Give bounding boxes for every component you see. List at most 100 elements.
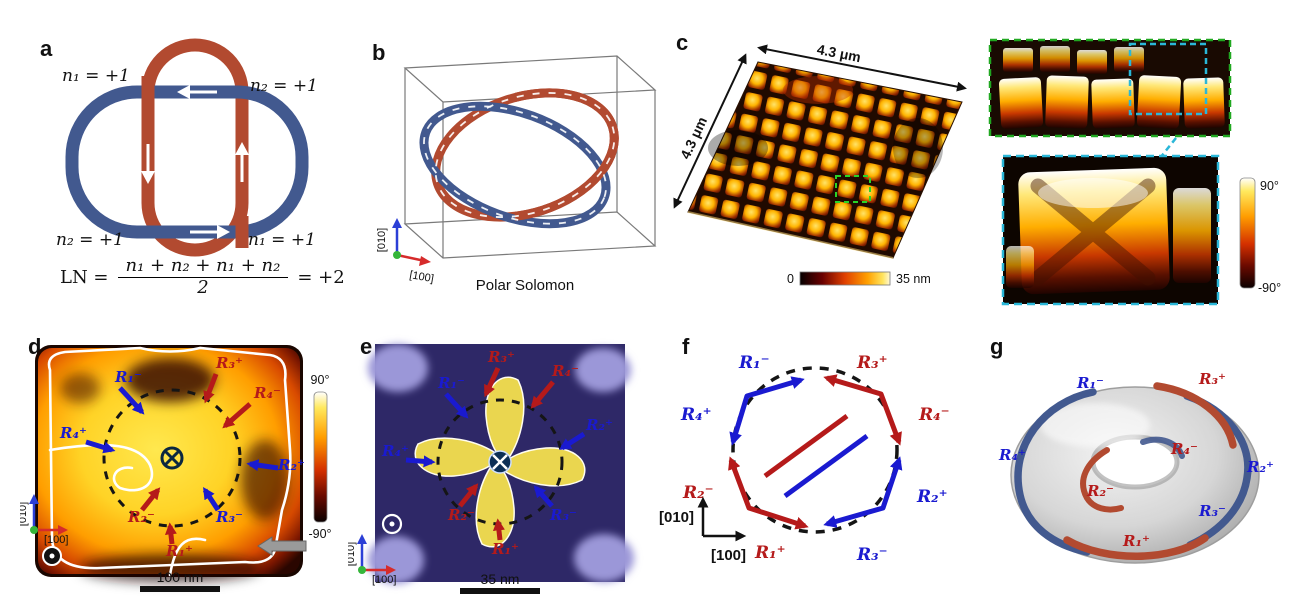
zoom-region-box-cyan [1128,42,1208,116]
axis-triad: [010] [100] [376,218,435,285]
formula-fraction: n₁ + n₂ + n₁ + n₂ 2 [117,255,289,298]
axis-label-010: [010] [20,502,29,526]
linking-number-formula: LN = n₁ + n₂ + n₁ + n₂ 2 = +2 [60,255,345,298]
vortex-label: R₄⁺ [59,424,87,442]
rotation-sense-arrows [728,374,903,530]
panel-g-torus-solomon-link: R₁⁻ R₃⁺ R₄⁻ R₄⁺ R₂⁺ R₂⁻ R₃⁻ R₁⁺ [998,370,1274,564]
panel-c-afm-topography: 4.3 μm 4.3 μm 0 35 nm [673,38,1281,306]
vortex-labels: R₁⁻ R₃⁺ R₄⁻ R₄⁺ R₂⁺ R₂⁻ R₃⁻ R₁⁺ [381,348,613,558]
vortex-label: R₁⁻ [437,374,465,392]
strand-label: R₂⁺ [1246,458,1274,476]
panel-e-phase-field-simulation: R₁⁻ R₃⁺ R₄⁻ R₄⁺ R₂⁺ R₂⁻ R₃⁻ R₁⁺ [010] [1… [348,344,634,594]
axis-triad: [010] [100] [348,534,396,586]
axis-label-010: [010] [376,228,388,252]
vortex-ring-dashed-circle [102,388,242,528]
formula-rhs: = +2 [297,266,345,288]
panel-label-a: a [40,36,53,61]
afm-tip-arrow [257,536,307,556]
axis-label-100: [100] [711,547,746,564]
rotation-arrows [405,366,586,541]
height-scale-max: 35 nm [896,272,931,286]
polarization-out-icon [42,546,62,566]
panel-f-vortex-schematic: R₁⁻ R₃⁺ R₄⁻ R₄⁺ R₂⁺ R₂⁻ R₃⁻ R₁⁺ [010] [1… [659,353,950,565]
single-nanoisland [1006,167,1211,295]
panel-d-pfm-phase-image: R₁⁻ R₃⁺ R₄⁻ R₄⁺ R₂⁺ R₂⁻ R₃⁻ R₁⁺ 90° -90° [20,345,332,592]
vortex-labels: R₁⁻ R₃⁺ R₄⁻ R₄⁺ R₂⁺ R₂⁻ R₃⁻ R₁⁺ [59,354,305,560]
vortex-label: R₁⁻ [114,368,142,386]
zoom-inset-cyan [1001,154,1220,306]
strand-label: R₄⁺ [998,446,1026,464]
width-dimension-label: 4.3 μm [816,41,863,65]
winding-number-bottom-left: n₂ = +1 [56,230,124,250]
panel-a-solomon-link-diagram [65,38,309,257]
height-dimension-label: 4.3 μm [677,114,710,161]
formula-numerator: n₁ + n₂ + n₁ + n₂ [117,255,289,278]
vortex-label: R₁⁻ [738,353,770,373]
rotation-arrows [85,373,279,545]
blue-ring [65,85,309,239]
vortex-label: R₁⁺ [165,542,193,560]
torus [1010,386,1260,564]
vortex-label: R₁⁺ [754,543,786,563]
vortex-label: R₂⁻ [447,506,475,524]
vortex-label: R₂⁺ [277,456,305,474]
inset-nanostructures [998,46,1225,129]
winding-number-top-left: n₁ = +1 [62,66,130,86]
axis-label-010: [010] [348,542,357,566]
vortex-label: R₂⁺ [585,416,613,434]
scalebar: 35 nm [460,571,540,594]
red-ring [141,38,249,257]
vortex-label: R₂⁻ [682,483,714,503]
polarization-out-icon [381,513,403,535]
axis-arrows: [010] [100] [659,496,747,564]
axis-label-100: [100] [408,269,434,285]
axis-triad: [010] [100] [20,494,68,546]
vortex-label: R₃⁺ [856,353,888,373]
phase-scale-max: 90° [1260,179,1279,193]
strand-label: R₃⁻ [1198,502,1226,520]
origin-dot [393,251,401,259]
pfm-image: R₁⁻ R₃⁺ R₄⁻ R₄⁺ R₂⁺ R₂⁻ R₃⁻ R₁⁺ [35,345,307,582]
strand-labels: R₁⁻ R₃⁺ R₄⁻ R₄⁺ R₂⁺ R₂⁻ R₃⁻ R₁⁺ [998,370,1274,550]
red-strand [1063,534,1209,560]
panel-label-g: g [990,334,1004,359]
vortex-ring-dashed-circle [731,366,899,534]
panel-label-f: f [682,334,690,359]
winding-number-bottom-right: n₁ = +1 [248,230,316,250]
vortex-label: R₃⁻ [856,545,888,565]
phase-scale-max: 90° [311,373,330,387]
vortex-label: R₃⁺ [487,348,515,366]
vortex-label: R₂⁻ [127,508,155,526]
corner-domains [368,344,634,584]
red-strand [1080,447,1124,513]
panel-label-e: e [360,334,373,359]
axis-label-100: [100] [44,534,68,546]
zoom-inset-green [988,38,1232,138]
phase-scale-min: -90° [1258,281,1281,295]
panel-label-b: b [372,40,386,65]
panel-b-polar-solomon-3d: [010] [100] Polar Solomon [376,55,657,294]
formula-denominator: 2 [197,276,209,298]
phase-colorbar: 90° -90° [1239,177,1281,295]
strand-label: R₁⁻ [1076,374,1104,392]
vortex-labels: R₁⁻ R₃⁺ R₄⁻ R₄⁺ R₂⁺ R₂⁻ R₃⁻ R₁⁺ [680,353,950,565]
phase-colorbar: 90° -90° [308,373,331,541]
vortex-label: R₃⁻ [215,508,243,526]
strand-label: R₃⁺ [1198,370,1226,388]
scalebar-label: 100 nm [157,569,204,585]
panel-b-caption: Polar Solomon [476,277,574,294]
zoom-region-box-green [835,175,871,203]
vortex-label: R₃⁺ [215,354,243,372]
simulation-image: R₁⁻ R₃⁺ R₄⁻ R₄⁺ R₂⁺ R₂⁻ R₃⁻ R₁⁺ [368,344,634,584]
vortex-label: R₄⁺ [381,442,409,460]
vortex-label: R₄⁻ [551,362,579,380]
solomon-rings-3d [419,88,619,229]
height-colorbar: 0 35 nm [787,271,931,286]
ring-crossings [141,76,249,248]
strand-label: R₄⁻ [1170,440,1198,458]
phase-scale-min: -90° [308,527,331,541]
polarization-into-plane-icon [488,450,512,474]
link-strands [1014,382,1252,560]
vortex-label: R₂⁺ [916,487,948,507]
